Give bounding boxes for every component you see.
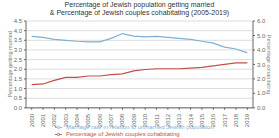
svg-text:2008: 2008 [119, 113, 125, 127]
svg-text:2003: 2003 [63, 113, 69, 127]
svg-text:0.5: 0.5 [14, 95, 23, 101]
svg-text:2013: 2013 [176, 113, 182, 127]
svg-text:2.0: 2.0 [257, 76, 266, 82]
svg-text:2006: 2006 [97, 113, 103, 127]
svg-text:1.0: 1.0 [257, 90, 266, 96]
svg-text:0.0: 0.0 [257, 105, 266, 111]
svg-text:4.0: 4.0 [257, 47, 266, 53]
svg-text:2.0: 2.0 [14, 66, 23, 72]
svg-text:1.0: 1.0 [14, 86, 23, 92]
svg-text:2016: 2016 [210, 113, 216, 127]
svg-text:Percentage getting married: Percentage getting married [8, 31, 13, 97]
svg-text:2010: 2010 [142, 113, 148, 127]
svg-text:2019: 2019 [244, 113, 250, 127]
svg-text:4.0: 4.0 [14, 28, 23, 34]
svg-text:2012: 2012 [165, 113, 171, 127]
svg-text:5.0: 5.0 [257, 33, 266, 39]
svg-text:2001: 2001 [40, 113, 46, 127]
svg-text:2011: 2011 [154, 113, 160, 127]
svg-text:2.5: 2.5 [14, 57, 23, 63]
svg-text:2009: 2009 [131, 113, 137, 127]
svg-text:2018: 2018 [233, 113, 239, 127]
svg-text:Percentage cohabitating: Percentage cohabitating [266, 35, 271, 94]
svg-text:2005: 2005 [85, 113, 91, 127]
html-text:Percentage of Jewish couples c: Percentage of Jewish couples cohabitatin… [66, 131, 180, 137]
svg-text:2000: 2000 [29, 113, 35, 127]
svg-text:2004: 2004 [74, 113, 80, 127]
svg-text:4.5: 4.5 [14, 18, 23, 24]
svg-text:6.0: 6.0 [257, 18, 266, 24]
svg-text:2007: 2007 [108, 113, 114, 127]
svg-text:2002: 2002 [51, 113, 57, 127]
svg-text:2015: 2015 [199, 113, 205, 127]
svg-text:3.5: 3.5 [14, 37, 23, 43]
html-text:Marriage rate in relation to u: Marriage rate in relation to unmarried J… [66, 123, 214, 130]
html-text:Percentage of Jewish populatio: Percentage of Jewish population getting … [49, 1, 230, 16]
svg-text:0.0: 0.0 [14, 105, 23, 111]
svg-text:2017: 2017 [222, 113, 228, 127]
svg-text:1.5: 1.5 [14, 76, 23, 82]
svg-text:3.0: 3.0 [257, 62, 266, 68]
svg-text:3.0: 3.0 [14, 47, 23, 53]
svg-text:2014: 2014 [188, 113, 194, 127]
